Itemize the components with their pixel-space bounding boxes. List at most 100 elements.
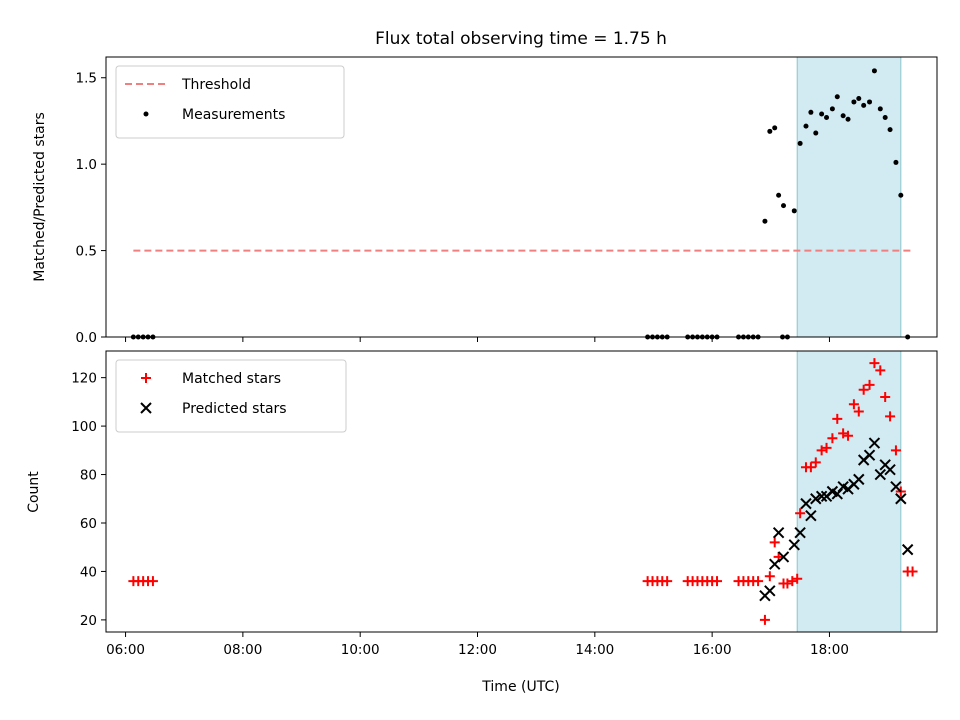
top-series-0-point-31 [803,123,809,129]
bottom-series-1-point-3 [772,526,785,539]
bottom-series-1-point-7 [800,497,812,510]
top-series-0-point-40 [851,99,857,105]
bottom-y-tick-label-2: 60 [80,516,97,532]
bottom-axes-frame [105,350,938,633]
bottom-series-0-point-23 [764,571,775,582]
x-tick-label-4: 14:00 [575,642,614,658]
bottom-y-tick-label-4: 100 [71,419,97,435]
bottom-series-0-point-42 [858,384,869,395]
top-legend: Threshold Measurements [115,65,345,139]
bottom-legend-marker-1 [140,402,152,414]
x-tick-label-5: 16:00 [693,642,732,658]
top-series-0-point-43 [867,99,873,105]
top-panel: 0.0 0.5 1.0 1.5 Threshold Measurements [76,56,938,346]
bottom-series-0-point-33 [810,457,821,468]
top-series-0-point-36 [829,106,835,112]
bottom-series-0-point-43 [864,379,875,390]
bottom-series-0-point-4 [147,576,158,587]
top-series-0-point-35 [824,114,830,120]
top-y-tick-label-1: 0.5 [76,244,97,260]
top-y-tick-label-2: 1.0 [76,157,97,173]
x-axis-label: Time (UTC) [481,679,559,695]
bottom-series-1-point-19 [863,449,876,461]
x-tick-label-3: 12:00 [458,642,497,658]
bottom-legend-label-1: Predicted stars [182,401,287,417]
bottom-series-1-point-4 [777,551,790,563]
bottom-series-0-point-35 [821,442,832,453]
bottom-series-1-point-9 [810,493,822,505]
top-axes-frame [105,56,938,338]
bottom-series-0-point-40 [848,399,859,410]
bottom-series-1-point-23 [884,463,896,476]
top-series-0-point-29 [791,208,797,214]
top-series-0-point-49 [898,192,904,198]
bottom-series-1-point-5 [788,539,800,551]
top-series-0-point-48 [893,159,899,165]
bottom-series-1-point-1 [764,585,776,597]
top-series-0-point-32 [808,109,814,115]
top-legend-label-0: Threshold [181,77,251,93]
top-series-0-point-41 [856,95,862,101]
bottom-legend-box [115,359,347,433]
bottom-series-1-point-25 [895,493,907,505]
bottom-series-0-point-44 [869,358,880,369]
top-y-tick-label-3: 1.5 [76,71,97,87]
bottom-series-0-point-45 [875,365,886,376]
top-series-0-point-26 [772,125,778,131]
top-series-0-point-33 [813,130,819,136]
top-observing-span [796,56,902,338]
bottom-series-0-point-16 [712,576,723,587]
bottom-panel: 20 40 60 80 100 120 06:00 08:00 10:00 12:00 14:00 1… [71,350,938,658]
bottom-series-0-point-46 [880,392,891,403]
top-series-0-point-38 [840,113,846,119]
top-legend-label-1: Measurements [182,107,285,123]
top-series-0-point-34 [819,111,825,117]
bottom-series-1-point-24 [890,480,902,493]
x-tick-label-2: 10:00 [341,642,380,658]
bottom-series-0-point-47 [885,411,896,422]
bottom-series-1-point-26 [901,543,914,556]
bottom-legend: Matched stars Predicted stars [115,359,347,433]
top-series-0-point-42 [861,102,867,108]
bottom-series-0-point-32 [805,462,816,473]
top-series-0-point-44 [871,68,877,74]
top-series-0-point-25 [767,128,773,134]
top-y-axis-label: Matched/Predicted stars [32,112,48,282]
top-series-0-point-24 [762,218,768,224]
bottom-series-0-point-39 [843,430,854,441]
top-series-0-point-37 [834,94,840,100]
top-series-0-point-45 [877,106,883,112]
bottom-y-axis-label: Count [26,471,42,513]
bottom-series-0-point-21 [753,576,764,587]
x-tick-label-6: 18:00 [810,642,849,658]
top-series-0-point-39 [845,116,851,122]
top-series-0-point-27 [776,192,782,198]
bottom-series-0-point-37 [832,413,843,424]
bottom-legend-marker-0 [141,373,151,383]
bottom-series-1-point-17 [853,473,865,486]
bottom-series-0-point-29 [792,573,803,584]
bottom-series-0-point-22 [759,614,770,625]
bottom-legend-label-0: Matched stars [182,371,281,387]
bottom-y-tick-label-0: 20 [80,613,97,629]
bottom-series-1-point-8 [805,510,817,522]
bottom-series-0-point-30 [795,508,806,519]
bottom-series-0-point-9 [662,576,673,587]
top-series-0-point-28 [781,203,787,209]
top-series-0-point-47 [887,127,893,133]
bottom-series-0-point-48 [890,445,901,456]
bottom-y-tick-label-5: 120 [71,371,97,387]
bottom-y-tick-label-3: 80 [80,468,97,484]
top-series-0-point-30 [797,140,803,146]
bottom-series-0-point-36 [827,433,838,444]
top-series-0-point-46 [882,114,888,120]
x-tick-label-0: 06:00 [106,642,145,658]
bottom-series-0-point-41 [853,406,864,417]
top-legend-box [115,65,345,139]
bottom-series-0-point-24 [769,537,780,548]
bottom-series-1-point-20 [868,437,881,449]
bottom-series-1-point-10 [815,490,828,503]
top-y-tick-label-0: 0.0 [76,330,97,346]
chart-title: Flux total observing time = 1.75 h [375,29,667,49]
